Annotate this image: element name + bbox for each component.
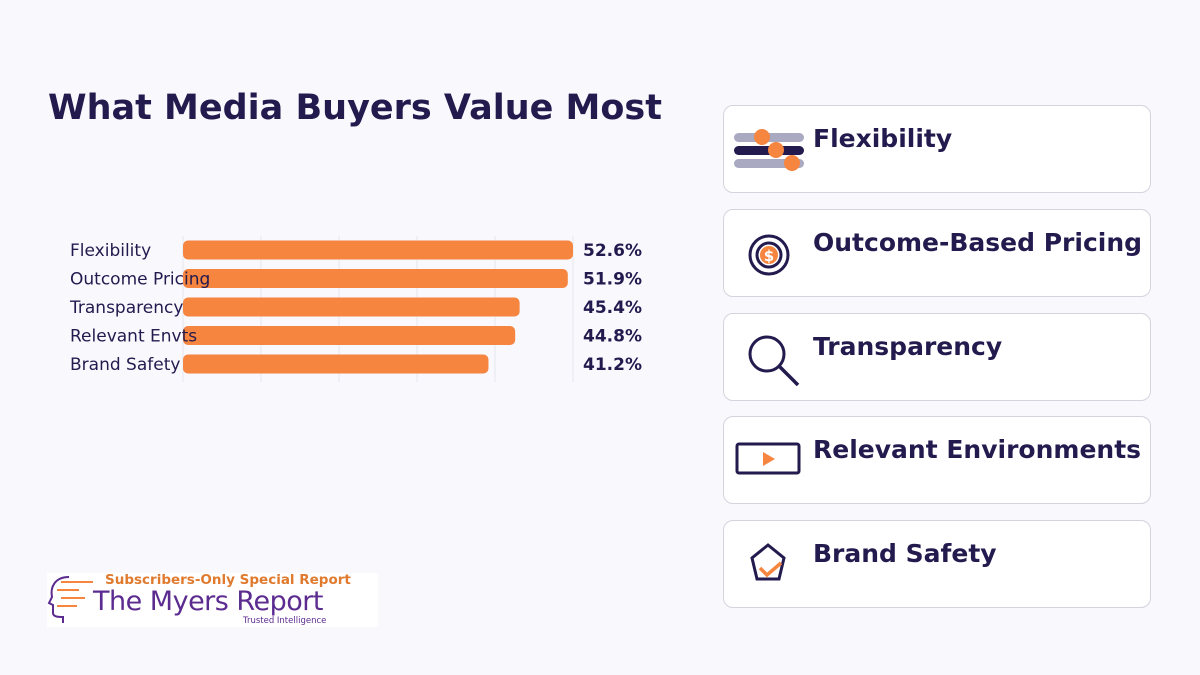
card-label: Relevant Environments [813, 435, 1142, 464]
card-transparency: Transparency [723, 313, 1151, 401]
logo-tagline: Trusted Intelligence [243, 616, 327, 626]
myers-report-logo: Subscribers-Only Special Report The Myer… [47, 573, 378, 627]
data-label: 51.9% [583, 270, 642, 290]
card-label: Brand Safety [813, 539, 997, 568]
data-label: 45.4% [583, 298, 642, 318]
logo-name: The Myers Report [93, 586, 323, 617]
data-label: 41.2% [583, 355, 642, 375]
category-label: Flexibility [70, 241, 151, 261]
sliders-icon [734, 129, 804, 171]
bar-chart: Flexibility 52.6% Outcome Pricing 51.9% Tran… [69, 236, 642, 382]
bar [183, 240, 573, 260]
page-title: What Media Buyers Value Most [48, 88, 662, 128]
card-label: Outcome-Based Pricing [813, 228, 1143, 257]
logo-subtitle: Subscribers-Only Special Report [105, 572, 351, 588]
card-flexibility: Flexibility [723, 105, 1151, 193]
category-label: Relevant Envts [70, 327, 197, 347]
bar [183, 354, 489, 374]
data-label: 44.8% [583, 327, 642, 347]
card-outcome-pricing: $ Outcome-Based Pricing [723, 209, 1151, 297]
category-label: Brand Safety [70, 355, 180, 375]
svg-text:$: $ [764, 247, 774, 265]
category-label: Outcome Pricing [70, 270, 210, 290]
dollar-target-icon: $ [748, 234, 790, 276]
magnifier-icon [748, 335, 800, 387]
video-play-icon [735, 442, 801, 475]
head-circuit-icon [47, 576, 93, 623]
card-brand-safety: Brand Safety [723, 520, 1151, 608]
bar [183, 269, 568, 288]
bar [183, 297, 520, 317]
bar [183, 326, 516, 345]
card-relevant-environments: Relevant Environments [723, 416, 1151, 504]
category-label: Transparency [69, 298, 183, 318]
data-label: 52.6% [583, 241, 642, 261]
card-label: Flexibility [813, 124, 953, 153]
card-label: Transparency [813, 332, 1003, 361]
shield-check-icon [750, 543, 786, 581]
